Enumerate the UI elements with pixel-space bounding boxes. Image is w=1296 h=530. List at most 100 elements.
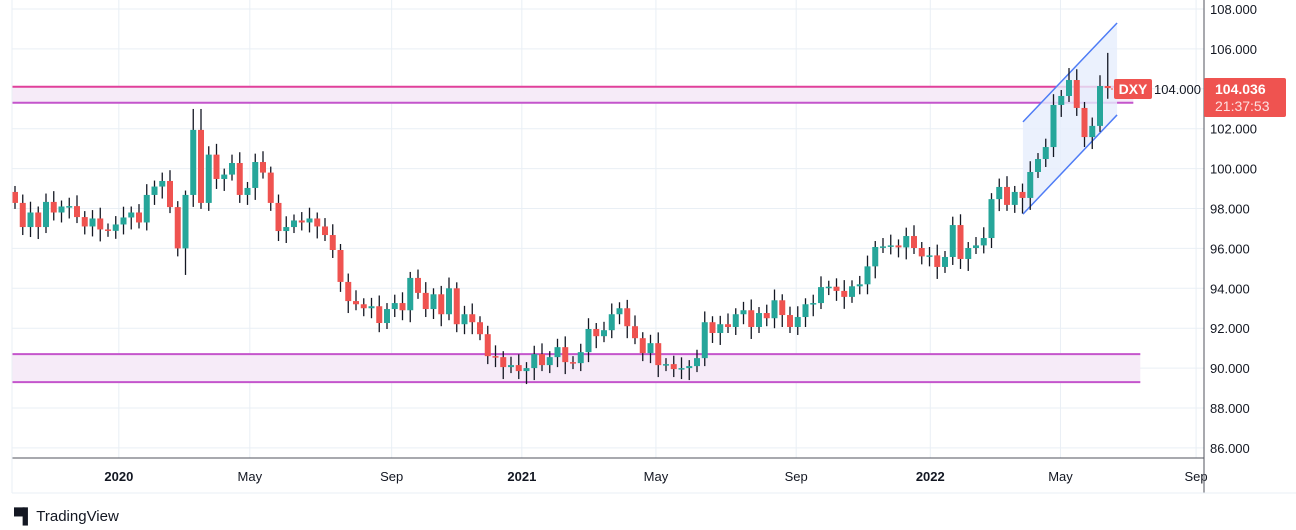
candle-up — [663, 364, 669, 366]
candle-down — [1081, 107, 1088, 138]
candle-up — [1089, 125, 1096, 138]
candle-down — [477, 322, 483, 335]
candle-up — [128, 212, 135, 218]
candle-down — [841, 290, 848, 297]
candle-down — [329, 235, 336, 250]
candle-down — [570, 362, 576, 364]
x-tick-label: May — [238, 469, 263, 484]
candle-up — [446, 288, 452, 315]
candle-down — [1004, 186, 1010, 205]
grid — [12, 0, 1204, 458]
candle-down — [763, 313, 770, 319]
candle-down — [918, 248, 925, 257]
candle-up — [66, 206, 73, 208]
candle-down — [748, 310, 755, 328]
candle-up — [283, 227, 290, 232]
candle-down — [275, 202, 282, 232]
candle-down — [562, 347, 569, 363]
candle-down — [624, 308, 631, 327]
y-tick-label: 92.000 — [1210, 321, 1250, 336]
candles — [12, 52, 1111, 385]
candle-up — [391, 303, 398, 310]
candle-up — [810, 303, 817, 305]
candle-down — [136, 212, 142, 223]
candle-up — [686, 366, 693, 369]
x-tick-label: Sep — [380, 469, 403, 484]
candle-up — [159, 180, 166, 187]
candle-up — [523, 368, 530, 372]
candle-up — [872, 247, 879, 267]
candle-down — [399, 303, 406, 311]
candle-down — [105, 229, 111, 231]
y-tick-label: 98.000 — [1210, 202, 1250, 217]
candle-down — [670, 364, 677, 370]
candle-up — [996, 186, 1003, 200]
candle-up — [880, 246, 886, 248]
candle-down — [934, 255, 941, 267]
resistance-zone — [12, 86, 1134, 103]
candle-down — [422, 292, 429, 310]
candle-down — [515, 365, 522, 372]
candle-up — [601, 330, 607, 337]
candle-up — [949, 225, 956, 257]
candle-up — [864, 266, 871, 285]
candle-down — [81, 217, 88, 227]
support-zone — [12, 354, 1141, 383]
candle-up — [849, 286, 855, 297]
candle-up — [291, 220, 297, 228]
candle-down — [1019, 191, 1026, 198]
x-tick-label: Sep — [785, 469, 808, 484]
x-tick-label: Sep — [1185, 469, 1208, 484]
candle-down — [492, 356, 499, 358]
symbol-badge — [1114, 79, 1152, 99]
candle-up — [678, 368, 685, 370]
candle-up — [794, 317, 801, 328]
candle-up — [825, 286, 832, 289]
candle-down — [360, 304, 367, 309]
x-tick-label: 2022 — [916, 469, 945, 484]
candle-down — [895, 245, 902, 248]
candle-up — [856, 284, 863, 287]
candle-down — [74, 206, 80, 218]
axes: 86.000 88.000 90.000 92.000 94.000 96.000 98.0… — [11, 0, 1296, 494]
y-tick-label: 108.000 — [1210, 2, 1257, 17]
candle-up — [1097, 86, 1103, 126]
candle-down — [957, 225, 964, 259]
brand-name: TradingView — [36, 508, 119, 525]
y-tick-label: 94.000 — [1210, 281, 1250, 296]
candle-up — [701, 322, 708, 359]
candle-up — [89, 218, 96, 227]
candle-up — [717, 324, 724, 333]
candle-down — [1104, 86, 1111, 89]
candle-down — [97, 218, 104, 230]
candle-up — [508, 365, 514, 368]
candle-up — [694, 358, 700, 367]
price-zones — [12, 85, 1141, 384]
price-labels: DXY 104.036 21:37:53 — [1111, 78, 1286, 117]
candle-up — [887, 245, 894, 247]
candle-down — [469, 314, 476, 323]
channel-upper-line — [1022, 22, 1118, 123]
candle-up — [120, 217, 127, 225]
candle-up — [818, 287, 824, 304]
last-price-badge — [1204, 78, 1286, 117]
candle-down — [167, 180, 173, 208]
candle-down — [314, 218, 321, 227]
candle-up — [926, 255, 933, 257]
candle-up — [229, 163, 235, 175]
candle-up — [616, 308, 623, 315]
candle-down — [911, 236, 917, 249]
candle-up — [205, 154, 212, 203]
candle-down — [260, 162, 266, 173]
candle-up — [988, 199, 995, 239]
candle-up — [802, 304, 809, 318]
candle-down — [376, 306, 383, 324]
tradingview-brand[interactable]: ▀▌ TradingView — [14, 508, 119, 525]
x-tick-label: 2020 — [104, 469, 133, 484]
candle-up — [244, 187, 251, 195]
candle-up — [1011, 191, 1018, 205]
channel-lower-line — [1022, 114, 1118, 215]
y-tick-label: 90.000 — [1210, 361, 1250, 376]
candle-down — [593, 328, 600, 337]
